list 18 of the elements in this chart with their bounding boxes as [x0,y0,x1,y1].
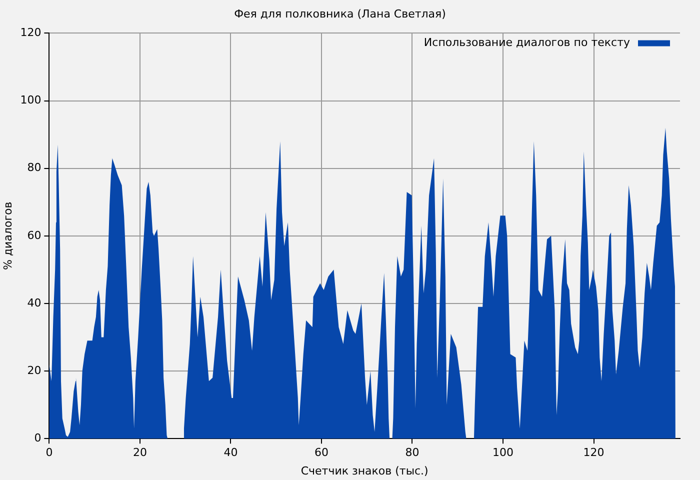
x-tick-label: 60 [314,446,328,460]
y-tick-label: 20 [27,364,42,377]
x-tick-label: 40 [224,446,238,460]
x-axis-title: Счетчик знаков (тыс.) [300,464,428,478]
y-tick-label: 0 [34,431,42,444]
legend-label: Использование диалогов по тексту [424,36,630,50]
y-tick-label: 120 [20,26,42,40]
x-tick-label: 100 [492,446,514,460]
y-axis-title: % диалогов [1,202,14,270]
y-tick-label: 60 [27,228,42,242]
chart-title: Фея для полковника (Лана Светлая) [234,7,446,20]
x-tick-label: 0 [46,446,53,460]
y-tick-label: 100 [20,94,42,107]
x-tick-label: 120 [583,446,604,460]
x-tick-label: 20 [132,446,147,460]
x-tick-label: 80 [405,446,420,460]
y-tick-label: 80 [27,161,42,174]
y-tick-label: 40 [27,296,42,310]
